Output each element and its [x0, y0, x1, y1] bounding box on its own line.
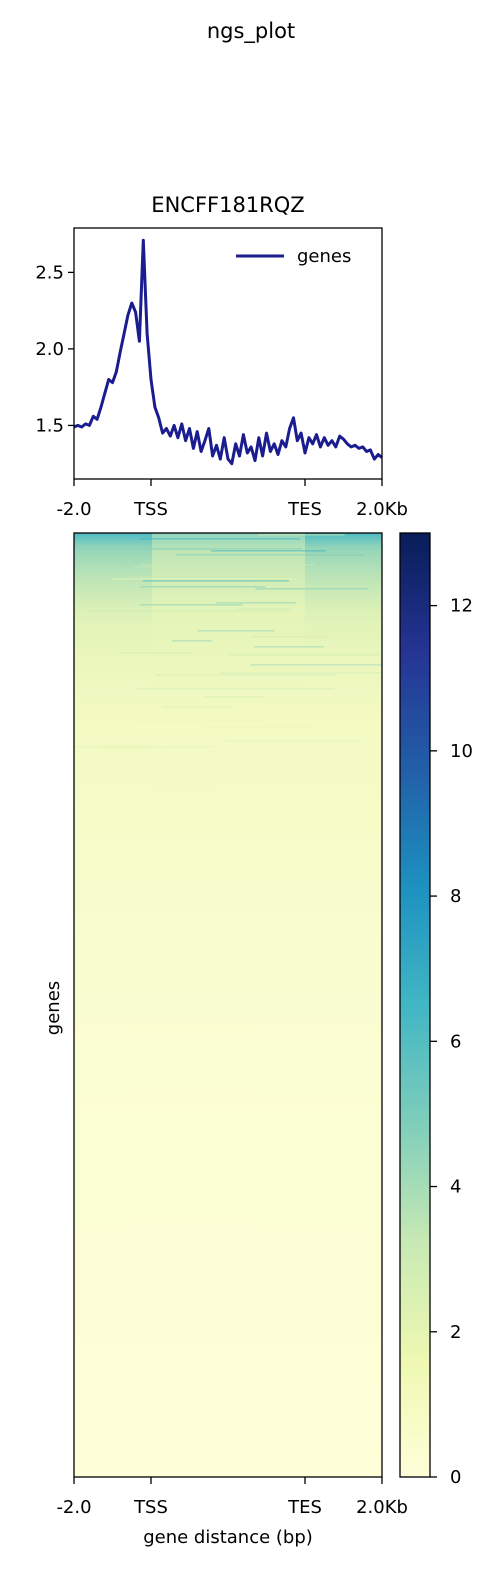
heatmap-row-streak	[259, 768, 381, 770]
heatmap-row-streak	[215, 602, 296, 604]
heatmap-x-tick-label: TSS	[133, 1497, 168, 1518]
heatmap-row-streak	[163, 706, 230, 708]
heatmap-row-streak	[148, 548, 303, 550]
heatmap-row-streak	[75, 746, 213, 748]
heatmap-row-streak	[226, 740, 363, 742]
legend: genes	[236, 246, 351, 267]
profile-axes-frame	[73, 227, 383, 480]
heatmap-row-streak	[254, 646, 325, 648]
heatmap-x-tick-label: -2.0	[56, 1497, 91, 1518]
heatmap-row-streak	[89, 610, 289, 612]
heatmap-row-streak	[139, 538, 301, 540]
colorbar-tick-label: 10	[450, 741, 473, 762]
heatmap-row-streak	[165, 614, 301, 616]
heatmap-row-streak	[96, 658, 284, 660]
heatmap-row-streak	[250, 664, 382, 666]
heatmap-row-streak	[237, 608, 291, 610]
heatmap-row-streak	[250, 636, 328, 638]
heatmap-tes-band	[305, 533, 382, 1477]
heatmap-panel: -2.0 TSS TES 2.0Kb gene distance (bp) genes	[43, 532, 408, 1548]
profile-panel: ENCFF181RQZ 1.5 2.0 2.5 -2.0 TSS TES 2.0Kb ge…	[35, 193, 408, 520]
profile-x-tick-label: 2.0Kb	[356, 499, 408, 520]
profile-x-axis: -2.0 TSS TES 2.0Kb	[56, 479, 408, 520]
heatmap-row-streak	[176, 554, 365, 556]
heatmap-row-streak	[120, 766, 290, 768]
heatmap-x-tick-label: TES	[287, 1497, 322, 1518]
colorbar-ticks: 0 2 4 6 8 10 12	[430, 596, 473, 1488]
heatmap-row-streak	[112, 578, 298, 580]
heatmap-row-streak	[219, 672, 382, 674]
heatmap-row-streak	[89, 774, 174, 776]
profile-x-tick-label: TES	[287, 499, 322, 520]
heatmap-x-tick-label: 2.0Kb	[356, 1497, 408, 1518]
heatmap-row-streak	[205, 726, 315, 728]
profile-y-axis: 1.5 2.0 2.5	[35, 262, 74, 436]
heatmap-row-streak	[76, 628, 156, 630]
figure-title: ngs_plot	[207, 19, 295, 44]
profile-series-line	[73, 238, 383, 466]
heatmap-row-streak	[140, 586, 266, 588]
heatmap-row-streak	[197, 630, 275, 632]
colorbar-tick-label: 2	[450, 1322, 461, 1343]
heatmap-row-streak	[156, 782, 247, 784]
profile-y-tick-label: 2.5	[35, 262, 64, 283]
colorbar: 0 2 4 6 8 10 12	[399, 532, 473, 1488]
heatmap-row-streak	[155, 674, 337, 676]
heatmap-row-streak	[227, 654, 380, 656]
colorbar-tick-label: 4	[450, 1177, 461, 1198]
heatmap-y-label: genes	[43, 981, 64, 1035]
heatmap-row-streak	[100, 748, 174, 750]
heatmap-row-streak	[101, 744, 154, 746]
colorbar-tick-label: 6	[450, 1031, 461, 1052]
heatmap-row-streak	[210, 550, 326, 552]
heatmap-x-label: gene distance (bp)	[143, 1527, 313, 1548]
heatmap-row-streak	[255, 588, 369, 590]
heatmap-row-streak	[136, 688, 334, 690]
heatmap-row-streak	[133, 720, 261, 722]
heatmap-x-axis: -2.0 TSS TES 2.0Kb	[56, 1477, 408, 1518]
heatmap-row-streak	[118, 652, 192, 654]
heatmap-row-streak	[128, 576, 259, 578]
heatmap-axes-frame	[73, 532, 383, 1478]
heatmap-row-streak	[156, 784, 212, 786]
profile-x-tick-label: -2.0	[56, 499, 91, 520]
colorbar-tick-label: 12	[450, 596, 473, 617]
heatmap-row-streak	[258, 534, 345, 536]
heatmap-row-streak	[140, 604, 243, 606]
heatmap-row-streak	[171, 640, 213, 642]
colorbar-gradient	[399, 532, 431, 1478]
heatmap-row-streak	[141, 564, 315, 566]
profile-y-tick-label: 1.5	[35, 415, 64, 436]
heatmap-row-streak	[203, 696, 265, 698]
heatmap-row-streak	[133, 566, 243, 568]
profile-title: ENCFF181RQZ	[151, 193, 304, 217]
legend-label: genes	[297, 246, 351, 267]
heatmap-rows	[75, 534, 382, 786]
heatmap-tss-band	[74, 533, 152, 1477]
colorbar-tick-label: 8	[450, 886, 461, 907]
colorbar-tick-label: 0	[450, 1467, 461, 1488]
heatmap-row-streak	[142, 580, 290, 582]
profile-y-tick-label: 2.0	[35, 339, 64, 360]
profile-x-tick-label: TSS	[133, 499, 168, 520]
heatmap-row-streak	[155, 584, 241, 586]
